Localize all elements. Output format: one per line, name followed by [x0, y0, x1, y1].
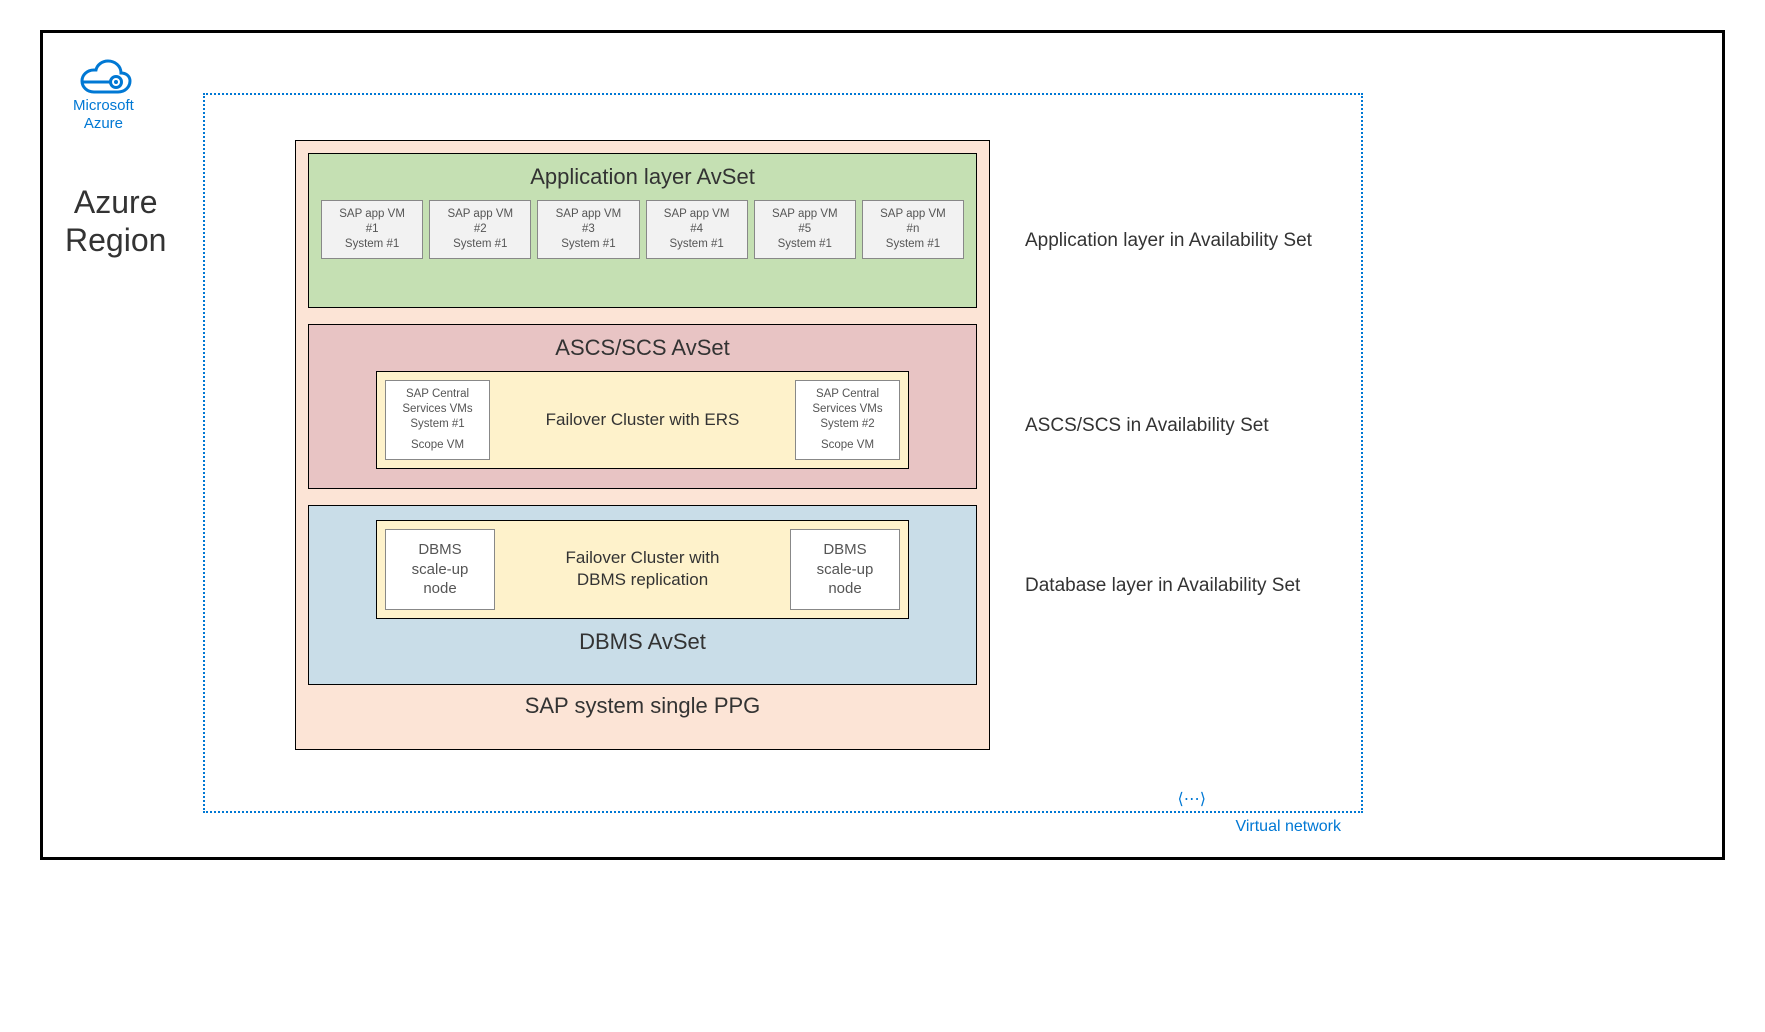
scs-vm-right: SAP Central Services VMs System #2 Scope… — [795, 380, 900, 460]
vnet-icon: ⟨⋯⟩ — [1178, 789, 1206, 809]
ppg-container: Application layer AvSet SAP app VM #1 Sy… — [295, 140, 990, 750]
logo-line2: Azure — [84, 115, 123, 132]
vnet-label: Virtual network — [1235, 818, 1341, 836]
app-vm-4: SAP app VM #4 System #1 — [646, 200, 748, 259]
dbms-layer-avset: DBMS scale-up node Failover Cluster with… — [308, 505, 977, 685]
ascs-layer-title: ASCS/SCS AvSet — [321, 335, 964, 361]
app-vm-n: SAP app VM #n System #1 — [862, 200, 964, 259]
app-layer-title: Application layer AvSet — [321, 164, 964, 190]
app-vm-1: SAP app VM #1 System #1 — [321, 200, 423, 259]
dbms-vm-left: DBMS scale-up node — [385, 529, 495, 610]
dbms-vm-right: DBMS scale-up node — [790, 529, 900, 610]
app-layer-avset: Application layer AvSet SAP app VM #1 Sy… — [308, 153, 977, 308]
ascs-failover-cluster: SAP Central Services VMs System #1 Scope… — [376, 371, 909, 469]
vnet-container: ⟨⋯⟩ Virtual network Application layer Av… — [203, 93, 1363, 813]
annotation-dbms-layer: Database layer in Availability Set — [1025, 575, 1300, 597]
ppg-title: SAP system single PPG — [308, 693, 977, 719]
app-vm-row: SAP app VM #1 System #1 SAP app VM #2 Sy… — [321, 200, 964, 259]
app-vm-5: SAP app VM #5 System #1 — [754, 200, 856, 259]
annotation-app-layer: Application layer in Availability Set — [1025, 230, 1312, 252]
azure-logo: Microsoft Azure — [73, 53, 134, 133]
diagram-canvas: Microsoft Azure AzureRegion ⟨⋯⟩ Virtual … — [0, 0, 1765, 1032]
ascs-layer-avset: ASCS/SCS AvSet SAP Central Services VMs … — [308, 324, 977, 489]
scs-vm-left: SAP Central Services VMs System #1 Scope… — [385, 380, 490, 460]
app-vm-3: SAP app VM #3 System #1 — [537, 200, 639, 259]
dbms-failover-cluster: DBMS scale-up node Failover Cluster with… — [376, 520, 909, 619]
app-vm-2: SAP app VM #2 System #1 — [429, 200, 531, 259]
dbms-layer-title: DBMS AvSet — [321, 629, 964, 655]
logo-line1: Microsoft — [73, 97, 134, 114]
region-label: AzureRegion — [65, 183, 166, 260]
cloud-icon — [73, 53, 133, 95]
dbms-failover-label: Failover Cluster with DBMS replication — [566, 547, 720, 591]
annotation-ascs-layer: ASCS/SCS in Availability Set — [1025, 415, 1269, 437]
ascs-failover-label: Failover Cluster with ERS — [546, 409, 740, 431]
azure-logo-text: Microsoft Azure — [73, 97, 134, 133]
outer-frame: Microsoft Azure AzureRegion ⟨⋯⟩ Virtual … — [40, 30, 1725, 860]
